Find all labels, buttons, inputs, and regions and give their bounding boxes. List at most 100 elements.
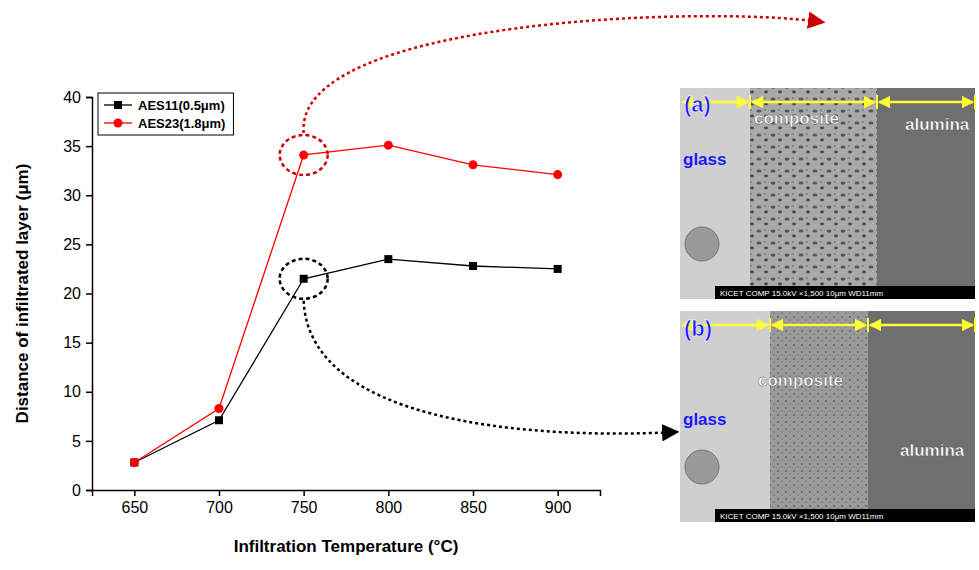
span-divider — [749, 95, 751, 109]
y-tick: 35 — [63, 138, 92, 155]
data-point — [469, 262, 477, 270]
y-tick-mark — [86, 392, 92, 394]
y-tick: 20 — [63, 285, 92, 302]
panel-letter: (a) — [684, 92, 711, 117]
x-tick-mark — [557, 490, 559, 496]
data-point — [554, 265, 562, 273]
region-label: composite — [758, 371, 843, 390]
span-arrow — [870, 324, 973, 327]
span-divider — [974, 95, 976, 109]
y-tick-label: 5 — [72, 432, 81, 449]
series-line — [134, 259, 557, 462]
data-point — [553, 170, 562, 179]
span-divider — [769, 318, 771, 332]
legend-frame — [98, 93, 233, 135]
caption-bar — [715, 286, 975, 299]
x-tick-label: 750 — [291, 499, 318, 516]
data-point — [384, 141, 393, 150]
legend: AES11(0.5μm) AES23(1.8μm) — [98, 93, 233, 135]
x-tick: 750 — [291, 490, 318, 516]
y-tick-label: 15 — [63, 334, 81, 351]
region-label: alumina — [905, 115, 970, 134]
legend-marker — [114, 119, 123, 128]
region-label: glass — [683, 410, 726, 429]
caption: KICET COMP 15.0kV ×1,500 10μm WD11mm — [720, 512, 883, 521]
y-tick-mark — [86, 342, 92, 344]
y-tick-mark — [86, 293, 92, 295]
span-divider — [867, 318, 869, 332]
data-point — [130, 458, 139, 467]
y-tick-label: 10 — [63, 383, 81, 400]
caption-bar — [715, 509, 975, 522]
y-tick-mark — [86, 441, 92, 443]
highlight-ring — [280, 135, 328, 175]
pointer-arrow — [304, 301, 676, 434]
y-tick-mark — [86, 195, 92, 197]
span-divider — [974, 318, 976, 332]
data-point — [469, 160, 478, 169]
legend-marker — [114, 101, 122, 109]
x-tick-label: 850 — [460, 499, 487, 516]
y-tick-label: 30 — [63, 187, 81, 204]
x-axis-line — [93, 491, 601, 497]
y-tick-mark — [86, 97, 92, 99]
x-axis: 650 700 750 800 850 900 — [93, 490, 601, 516]
x-tick-mark — [473, 490, 475, 496]
y-axis-title: Distance of infiltrated layer (μm) — [13, 164, 32, 424]
data-point — [384, 255, 392, 263]
highlight-ring — [280, 259, 328, 299]
x-tick: 650 — [121, 490, 148, 516]
pore — [685, 227, 719, 261]
region-label: composite — [754, 109, 839, 128]
y-axis: 0510152025303540 — [63, 89, 92, 499]
panel-letter: (b) — [684, 316, 712, 341]
legend-label: AES23(1.8μm) — [138, 116, 225, 131]
plot-area — [130, 141, 562, 467]
data-point — [215, 404, 224, 413]
span-arrow — [879, 101, 973, 104]
x-tick-mark — [303, 490, 305, 496]
x-tick: 900 — [545, 490, 572, 516]
y-tick-label: 20 — [63, 285, 81, 302]
alumina-region — [868, 311, 975, 522]
x-tick-label: 700 — [206, 499, 233, 516]
data-point — [130, 458, 138, 466]
x-tick-label: 650 — [121, 499, 148, 516]
pore — [685, 450, 719, 484]
y-tick-mark — [86, 490, 92, 492]
y-tick: 0 — [72, 482, 92, 499]
y-tick: 30 — [63, 187, 92, 204]
y-axis-line — [86, 98, 93, 491]
region-label: glass — [683, 150, 726, 169]
glass-region — [680, 311, 770, 522]
x-tick-mark — [388, 490, 390, 496]
micrograph: KICET COMP 15.0kV ×1,500 10μm WD11mm (a) g… — [680, 88, 975, 299]
x-tick: 850 — [460, 490, 487, 516]
legend-label: AES11(0.5μm) — [138, 98, 225, 113]
y-tick-mark — [86, 244, 92, 246]
x-tick-label: 800 — [375, 499, 402, 516]
composite-region — [770, 311, 868, 522]
data-point — [299, 150, 308, 159]
canvas: 6507007508008509000510152025303540Infilt… — [0, 0, 979, 570]
y-tick-mark — [86, 146, 92, 148]
glass-region — [680, 88, 750, 299]
span-divider — [876, 95, 878, 109]
y-tick-label: 25 — [63, 236, 81, 253]
composite-region — [750, 88, 877, 299]
y-tick: 10 — [63, 383, 92, 400]
y-tick: 25 — [63, 236, 92, 253]
alumina-region — [877, 88, 975, 299]
span-arrow — [772, 324, 866, 327]
y-tick: 5 — [72, 432, 92, 449]
region-label: alumina — [900, 441, 965, 460]
x-tick-label: 900 — [545, 499, 572, 516]
x-tick: 700 — [206, 490, 233, 516]
span-arrow — [752, 101, 875, 104]
y-tick: 15 — [63, 334, 92, 351]
y-tick-label: 35 — [63, 138, 81, 155]
series-line — [134, 145, 557, 462]
x-tick-mark — [134, 490, 136, 496]
x-tick: 800 — [375, 490, 402, 516]
caption: KICET COMP 15.0kV ×1,500 10μm WD11mm — [720, 289, 883, 298]
